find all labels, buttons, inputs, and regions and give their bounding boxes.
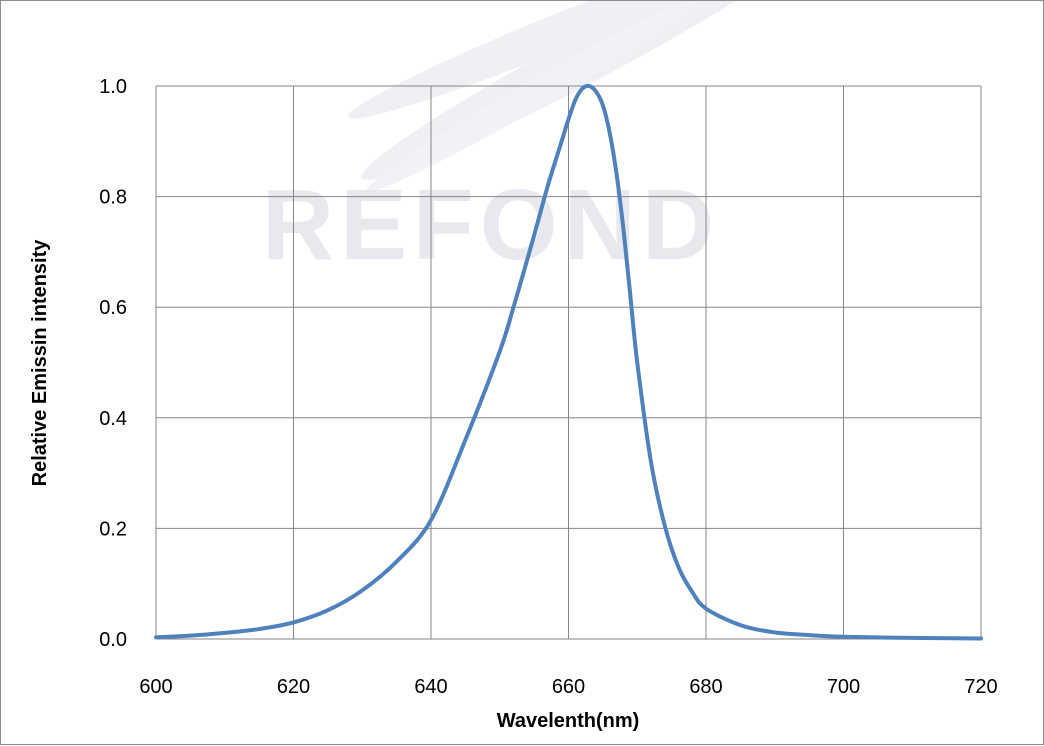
y-tick-label: 0.2 (99, 518, 127, 540)
y-tick-label: 1.0 (99, 76, 127, 98)
watermark-swoosh-3 (366, 1, 696, 192)
y-tick-label: 0.6 (99, 297, 127, 319)
x-tick-label: 600 (139, 676, 172, 698)
y-tick-label: 0.8 (99, 187, 127, 209)
y-axis-title: Relative Emissin intensity (29, 239, 51, 487)
refond-watermark: REFOND (262, 1, 821, 281)
grid-lines (155, 85, 982, 640)
y-tick-label: 0.4 (99, 408, 127, 430)
watermark-swoosh-2 (347, 1, 775, 119)
emission-spectrum-line (154, 83, 983, 641)
x-tick-label: 720 (964, 676, 997, 698)
x-tick-label: 640 (414, 676, 447, 698)
y-axis-tick-labels: 0.0 0.2 0.4 0.6 0.8 1.0 (99, 76, 127, 651)
x-tick-label: 660 (552, 676, 585, 698)
watermark-text: REFOND (262, 169, 720, 281)
x-tick-label: 620 (277, 676, 310, 698)
x-tick-label: 700 (827, 676, 860, 698)
x-tick-label: 680 (689, 676, 722, 698)
y-tick-label: 0.0 (99, 629, 127, 651)
x-axis-title: Wavelenth(nm) (497, 710, 640, 732)
x-axis-tick-labels: 600 620 640 660 680 700 720 (139, 676, 997, 698)
